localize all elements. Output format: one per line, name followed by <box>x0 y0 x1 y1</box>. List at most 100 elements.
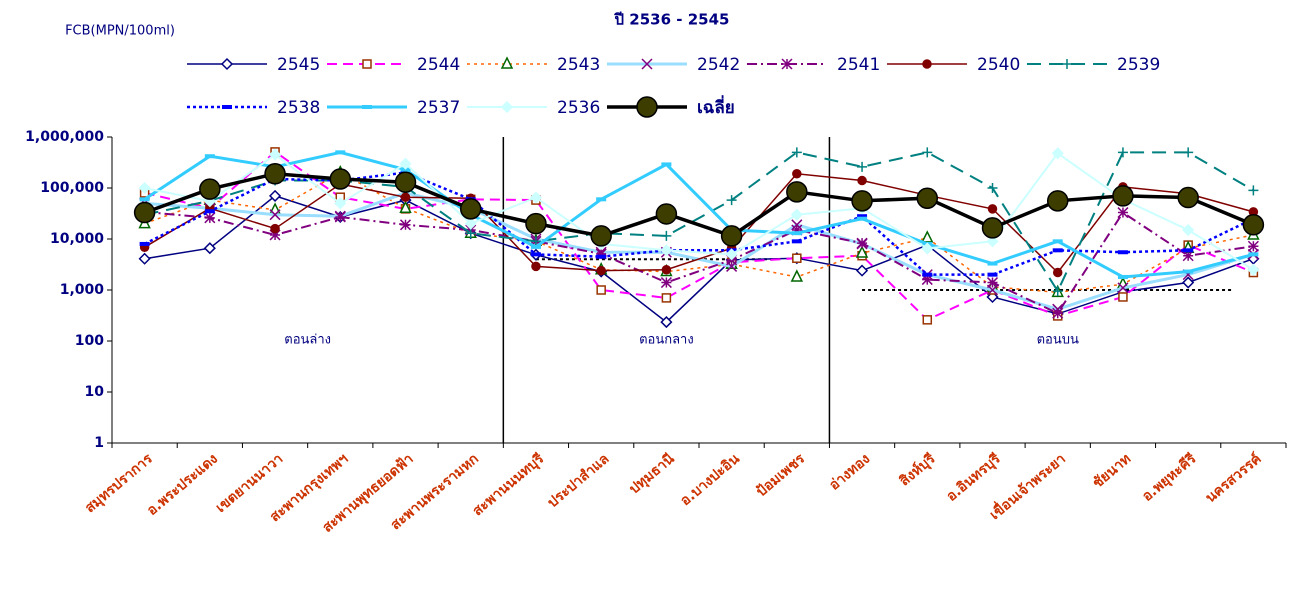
marker <box>596 285 606 295</box>
series-line <box>144 171 1254 294</box>
marker <box>596 197 607 202</box>
marker <box>791 239 802 244</box>
series-line <box>144 173 1254 274</box>
marker <box>268 189 282 202</box>
legend-label: เฉลี่ย <box>697 95 735 118</box>
marker <box>987 204 998 214</box>
marker <box>1052 239 1063 244</box>
marker <box>725 248 738 261</box>
marker <box>981 217 1004 239</box>
legend-item: 2542 <box>607 55 740 75</box>
marker <box>987 272 998 277</box>
marker <box>660 277 672 289</box>
marker <box>1052 248 1063 253</box>
marker <box>661 293 672 303</box>
marker <box>596 265 606 276</box>
marker <box>1052 307 1064 319</box>
marker <box>204 209 215 214</box>
marker <box>1182 250 1194 262</box>
legend-item: 2543 <box>467 55 600 75</box>
marker <box>220 57 234 71</box>
marker <box>1248 252 1259 257</box>
marker <box>661 162 672 167</box>
marker <box>921 274 933 286</box>
marker <box>362 59 372 69</box>
marker <box>922 272 933 277</box>
marker <box>269 229 281 241</box>
marker <box>792 169 802 179</box>
legend-label: 2539 <box>1117 55 1160 75</box>
marker <box>1117 207 1129 219</box>
marker <box>270 223 280 234</box>
marker <box>362 105 372 109</box>
marker <box>855 245 869 258</box>
marker <box>1247 263 1260 276</box>
legend-item: 2544 <box>327 55 460 75</box>
marker <box>268 148 282 161</box>
marker <box>922 315 933 325</box>
marker <box>1182 223 1195 237</box>
marker <box>791 224 803 236</box>
marker <box>786 181 808 203</box>
marker <box>335 150 346 155</box>
marker <box>133 201 156 224</box>
legend-item: เฉลี่ย <box>607 95 735 118</box>
x-tick-label: ป้อมเพชร <box>754 451 809 501</box>
marker <box>987 183 998 193</box>
marker <box>1052 267 1063 278</box>
marker <box>851 190 873 212</box>
marker <box>661 230 672 241</box>
marker <box>922 59 932 69</box>
marker <box>1242 214 1265 236</box>
marker <box>655 203 678 225</box>
marker <box>720 225 743 247</box>
marker <box>138 252 151 265</box>
marker <box>916 187 939 209</box>
y-tick-label: 1 <box>94 435 104 451</box>
marker <box>660 244 673 257</box>
marker <box>199 178 221 200</box>
marker <box>987 261 998 266</box>
marker <box>596 254 607 259</box>
marker <box>465 228 476 239</box>
marker <box>268 202 282 215</box>
marker <box>986 277 999 289</box>
marker <box>329 168 352 190</box>
marker <box>661 264 672 275</box>
marker <box>590 225 612 247</box>
marker <box>921 242 934 255</box>
y-tick-label: 100 <box>75 333 104 349</box>
marker <box>500 100 514 114</box>
legend-label: 2545 <box>277 55 320 75</box>
marker <box>791 147 802 158</box>
marker <box>204 212 216 224</box>
marker <box>857 175 867 186</box>
chart-title: ปี 2536 - 2545 <box>614 11 730 29</box>
marker <box>400 192 411 202</box>
section-label: ตอนบน <box>1037 333 1079 348</box>
series-line <box>144 171 1254 276</box>
marker <box>264 163 286 185</box>
legend-label: 2542 <box>697 55 740 75</box>
series-line <box>144 172 1255 238</box>
marker <box>138 181 151 195</box>
x-tick-label: อ.บางปะอิน <box>678 451 744 510</box>
marker <box>660 316 673 329</box>
marker <box>1117 274 1128 279</box>
x-tick-label: ประปาสำแล <box>545 451 612 511</box>
marker <box>334 211 346 223</box>
y-tick-label: 10 <box>85 384 105 400</box>
marker <box>269 209 281 221</box>
x-tick-label: อ.พยุหะคีรี <box>1139 451 1199 505</box>
marker <box>922 147 933 158</box>
marker <box>857 161 868 172</box>
legend-item: 2541 <box>747 55 880 75</box>
marker <box>1183 269 1194 274</box>
marker <box>1247 240 1259 252</box>
legend-label: 2536 <box>557 98 600 118</box>
legend-item: 2538 <box>187 98 320 118</box>
marker <box>791 219 803 231</box>
marker <box>530 252 541 257</box>
x-tick-label: ชัยนาท <box>1090 451 1134 492</box>
marker <box>1177 186 1199 209</box>
